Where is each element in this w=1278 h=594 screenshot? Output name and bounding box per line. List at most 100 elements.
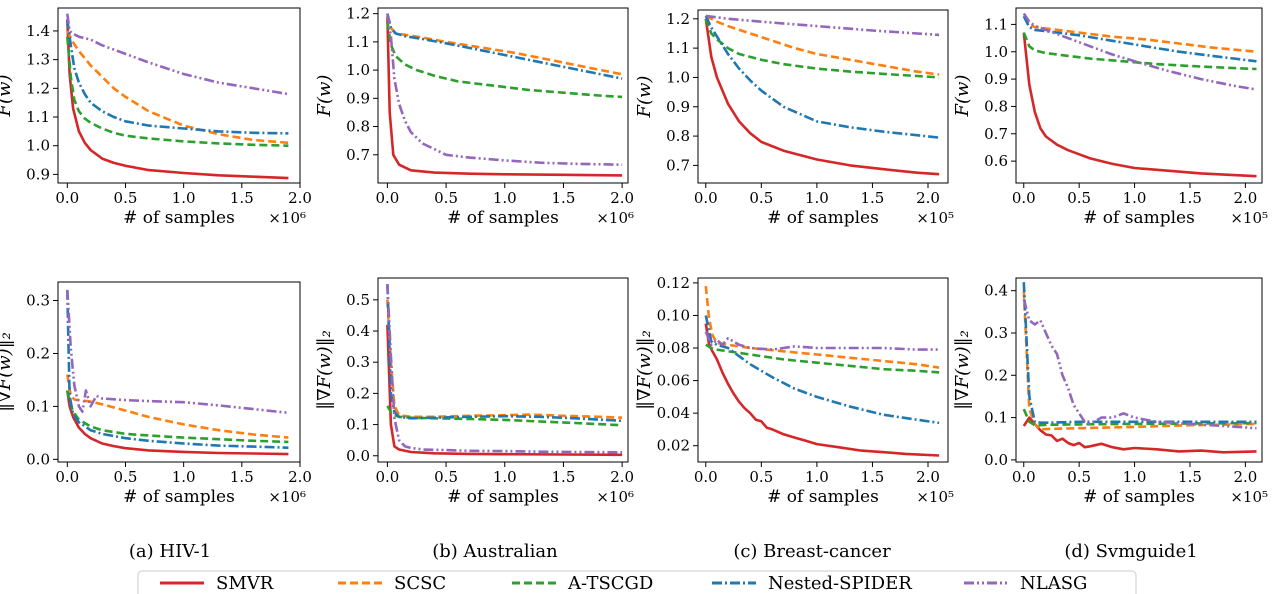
series-group [66, 289, 289, 456]
chart-panel-6: 0.0 0.5 1.0 1.5 2.00.00.10.20.30.40.5# of sa… [314, 277, 634, 507]
x-axis-label: # of samples [1083, 208, 1195, 228]
x-axis-label: # of samples [767, 208, 879, 228]
x-axis-multiplier: ×10⁵ [1230, 209, 1268, 227]
chart-panel-7: 0.0 0.5 1.0 1.5 2.0 0.02 0.04 0.06 0.08 0.10 0.12 #… [634, 274, 954, 507]
series-line-nlasg [66, 13, 289, 96]
axes-frame [377, 7, 629, 184]
x-axis-multiplier: ×10⁶ [596, 209, 634, 227]
x-tick-label: 2.0 [1233, 468, 1257, 486]
x-tick-label: 0.5 [114, 468, 138, 486]
y-tick-label: 0.4 [984, 282, 1008, 300]
y-tick-label: 0.3 [984, 324, 1008, 342]
x-tick-label: 0.0 [375, 468, 399, 486]
y-tick-label: 0.06 [657, 372, 690, 390]
x-tick-label: 2.0 [1233, 189, 1257, 207]
series-line-nlasg [704, 331, 940, 351]
x-tick-label: 1.0 [493, 189, 517, 207]
series-line-nlasg [386, 13, 623, 166]
chart-panel-2: 0.0 0.5 1.0 1.5 2.0 0.7 0.8 0.9 1.0 1.1 1.2 # of sa… [314, 5, 634, 228]
series-line-nested-spider [1022, 15, 1257, 63]
caption-b: (b) Australian [432, 541, 558, 562]
x-tick-label: 0.5 [749, 468, 773, 486]
x-tick-label: 0.0 [55, 468, 79, 486]
y-tick-label: 0.04 [657, 404, 690, 422]
series-line-nested-spider [66, 289, 289, 449]
y-tick-label: 0.7 [666, 156, 690, 174]
y-tick-label: 1.0 [26, 137, 50, 155]
x-tick-label: 1.5 [861, 189, 885, 207]
x-tick-label: 0.0 [694, 189, 718, 207]
series-line-scsc [1022, 15, 1257, 53]
x-axis-multiplier: ×10⁵ [916, 488, 954, 506]
y-tick-label: 1.1 [984, 15, 1008, 33]
chart-panel-8: 0.0 0.5 1.0 1.5 2.0 0.0 0.1 0.2 0.3 0.4 # of sampl… [952, 277, 1268, 507]
axes-frame [1015, 277, 1263, 463]
x-axis-multiplier: ×10⁶ [268, 209, 306, 227]
y-tick-label: 0.5 [346, 291, 370, 309]
y-axis-label: ‖∇F(w)‖₂ [0, 332, 15, 412]
series-line-nested-spider [1022, 282, 1257, 424]
x-tick-label: 1.5 [1178, 189, 1202, 207]
x-tick-label: 0.5 [749, 189, 773, 207]
series-line-nlasg [1022, 12, 1257, 91]
legend-label-nlasg: NLASG [1020, 573, 1087, 594]
series-line-a-tscgd [704, 18, 940, 79]
y-tick-label: 0.02 [657, 437, 690, 455]
x-tick-label: 1.5 [552, 468, 576, 486]
y-tick-label: 0.4 [346, 322, 370, 340]
x-axis-multiplier: ×10⁵ [1230, 488, 1268, 506]
axes-frame [1015, 7, 1263, 184]
y-axis-label: F(w) [314, 75, 335, 118]
legend-label-scsc: SCSC [394, 573, 446, 594]
y-axis-label: F(w) [0, 75, 15, 118]
x-tick-label: 0.5 [434, 468, 458, 486]
y-tick-label: 0.8 [666, 127, 690, 145]
series-line-scsc [704, 285, 940, 369]
x-axis-multiplier: ×10⁶ [596, 488, 634, 506]
y-axis-label: ‖∇F(w)‖₂ [634, 330, 655, 410]
y-tick-label: 0.2 [346, 384, 370, 402]
series-line-smvr [386, 16, 623, 177]
series-line-nlasg [386, 284, 623, 454]
series-group [1022, 282, 1257, 454]
y-tick-label: 1.2 [26, 79, 50, 97]
series-line-nested-spider [66, 19, 289, 135]
x-tick-label: 2.0 [288, 468, 312, 486]
caption-a: (a) HIV-1 [129, 541, 211, 562]
y-axis-label: ‖∇F(w)‖₂ [952, 330, 973, 410]
series-line-smvr [66, 19, 289, 180]
y-tick-label: 1.0 [346, 61, 370, 79]
x-tick-label: 1.5 [861, 468, 885, 486]
series-line-a-tscgd [66, 390, 289, 444]
series-line-smvr [704, 323, 940, 457]
y-tick-label: 0.7 [346, 146, 370, 164]
y-tick-label: 0.7 [984, 125, 1008, 143]
series-line-smvr [1022, 32, 1257, 178]
series-line-scsc [386, 299, 623, 419]
y-tick-label: 0.0 [26, 450, 50, 468]
y-tick-label: 0.2 [26, 344, 50, 362]
x-tick-label: 2.0 [916, 189, 940, 207]
x-tick-label: 1.0 [172, 468, 196, 486]
series-group [704, 14, 940, 176]
legend-label-nested-spider: Nested-SPIDER [768, 573, 912, 594]
x-tick-label: 1.0 [805, 468, 829, 486]
x-tick-label: 2.0 [610, 468, 634, 486]
series-line-scsc [66, 30, 289, 145]
x-tick-label: 2.0 [916, 468, 940, 486]
series-group [1022, 12, 1257, 178]
y-tick-label: 0.9 [346, 89, 370, 107]
chart-panel-5: 0.0 0.5 1.0 1.5 2.0 0.0 0.1 0.2 0.3 # of samples ×… [0, 281, 312, 507]
axes-frame [57, 7, 301, 184]
y-tick-label: 0.8 [346, 118, 370, 136]
series-line-scsc [386, 16, 623, 76]
series-line-smvr [1022, 416, 1257, 454]
y-tick-label: 0.8 [984, 97, 1008, 115]
chart-panels: 0.0 0.5 1.0 1.5 2.0 0.9 1.0 1.1 1.2 1.3 1.4 # of sa… [0, 5, 1268, 507]
y-axis-label: F(w) [952, 75, 973, 118]
series-line-a-tscgd [386, 21, 623, 99]
series-line-smvr [704, 18, 940, 176]
axes-frame [377, 277, 629, 463]
caption-d: (d) Svmguide1 [1064, 541, 1197, 562]
